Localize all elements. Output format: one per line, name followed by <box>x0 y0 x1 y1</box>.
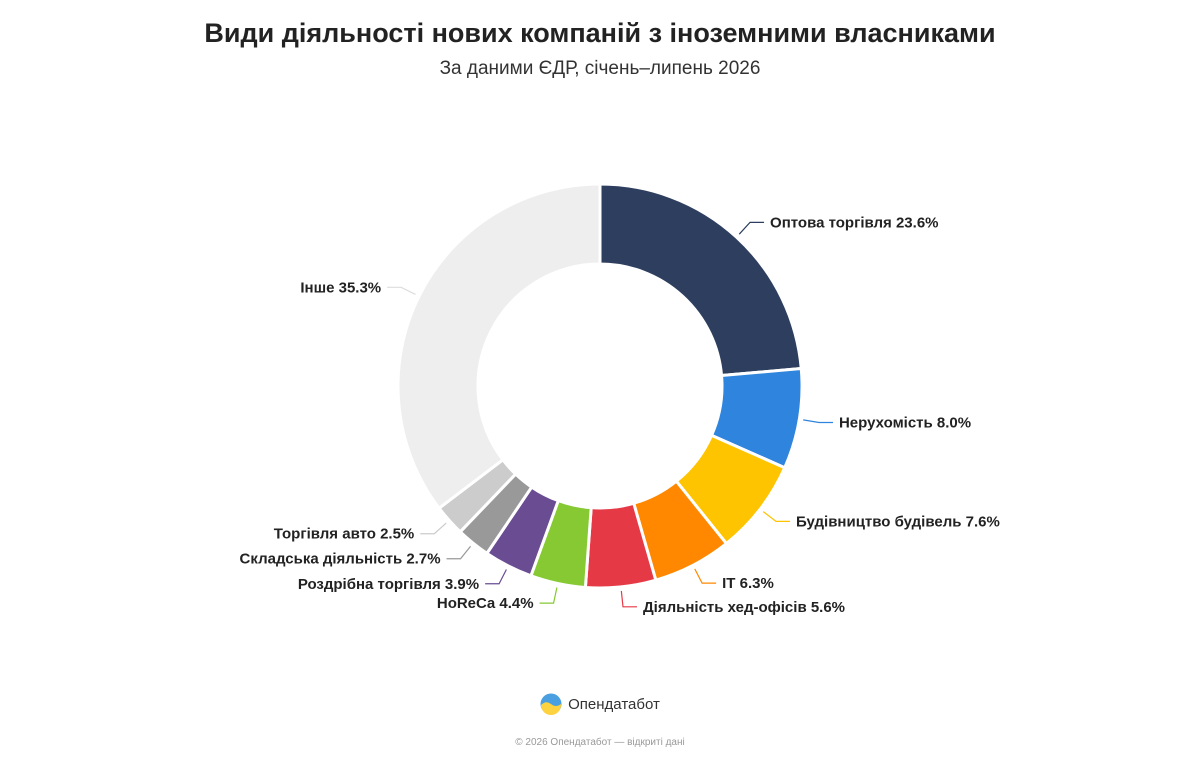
slice-1 <box>598 182 803 377</box>
slice-label-7: Роздрібна торгівля 3.9% <box>298 576 479 593</box>
slice-label-9: Торгівля авто 2.5% <box>274 526 414 543</box>
leader-line-8 <box>446 545 472 560</box>
slice-label-10: Інше 35.3% <box>300 279 381 296</box>
leader-line-10 <box>387 286 416 295</box>
slice-label-6: HoReCa 4.4% <box>437 595 534 612</box>
chart-subtitle: За даними ЄДР, січень–липень 2026 <box>439 58 761 79</box>
leader-line-4 <box>694 568 717 584</box>
brand: Опендатабот <box>0 693 1200 715</box>
leader-line-5 <box>620 590 637 608</box>
slice-label-5: Діяльність хед-офісів 5.6% <box>643 599 845 616</box>
leader-line-7 <box>485 569 507 585</box>
slice-label-2: Нерухомість 8.0% <box>839 414 971 431</box>
slice-label-4: IT 6.3% <box>722 575 774 592</box>
leader-line-3 <box>762 511 790 522</box>
chart-title: Види діяльності нових компаній з іноземн… <box>204 18 996 48</box>
leader-line-6 <box>539 587 558 604</box>
label-leader-lines <box>387 221 833 608</box>
copyright: © 2026 Опендатабот — відкриті дані <box>515 737 685 748</box>
leader-line-2 <box>803 419 833 424</box>
brand-name: Опендатабот <box>568 695 660 713</box>
slice-label-3: Будівництво будівель 7.6% <box>796 513 1000 530</box>
slice-10 <box>396 182 602 510</box>
donut-slices <box>396 182 804 590</box>
opendatabot-logo-icon <box>540 693 562 715</box>
slice-labels: Оптова торгівля 23.6% Нерухомість 8.0% Буд… <box>240 214 1000 615</box>
slice-label-1: Оптова торгівля 23.6% <box>770 214 938 231</box>
leader-line-9 <box>420 522 447 535</box>
slice-label-8: Складська діяльність 2.7% <box>240 551 441 568</box>
leader-line-1 <box>738 221 765 235</box>
